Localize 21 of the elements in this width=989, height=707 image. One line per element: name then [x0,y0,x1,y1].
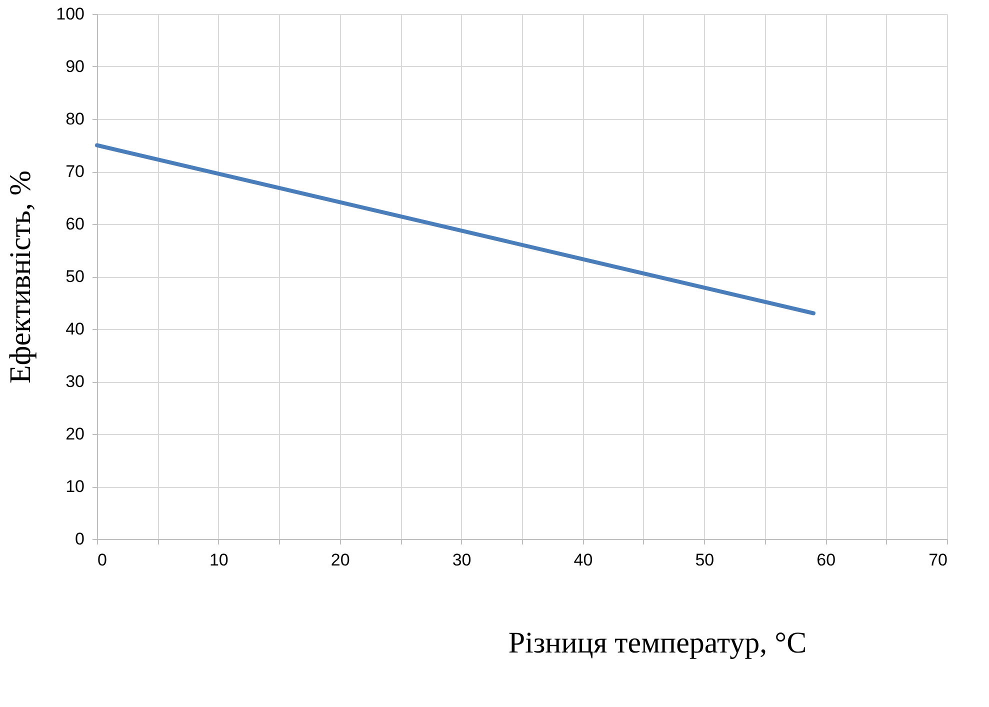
x-tick-label: 70 [928,550,948,570]
y-axis-title: Ефективність, % [4,170,38,384]
y-tick-label: 10 [66,477,84,496]
y-tick-label: 40 [66,320,84,338]
x-axis-title: Різниця температур, °C [508,626,807,660]
y-tick-label: 30 [66,372,84,391]
y-tick-label: 60 [66,214,84,234]
y-tick-label: 70 [66,162,84,181]
y-tick-label: 90 [66,57,84,76]
y-tick-label: 100 [56,4,84,24]
x-tick-label: 30 [452,550,472,570]
x-tick-label: 60 [816,550,836,570]
y-tick-label: 20 [66,424,84,444]
y-tick-label: 0 [75,530,84,548]
x-tick-label: 0 [98,550,107,570]
x-tick-label: 20 [330,550,350,570]
x-tick-label: 40 [574,550,593,570]
y-tick-label: 80 [66,110,84,128]
x-tick-label: 50 [695,550,714,570]
x-tick-label: 10 [209,550,228,570]
y-tick-label: 50 [66,267,84,286]
